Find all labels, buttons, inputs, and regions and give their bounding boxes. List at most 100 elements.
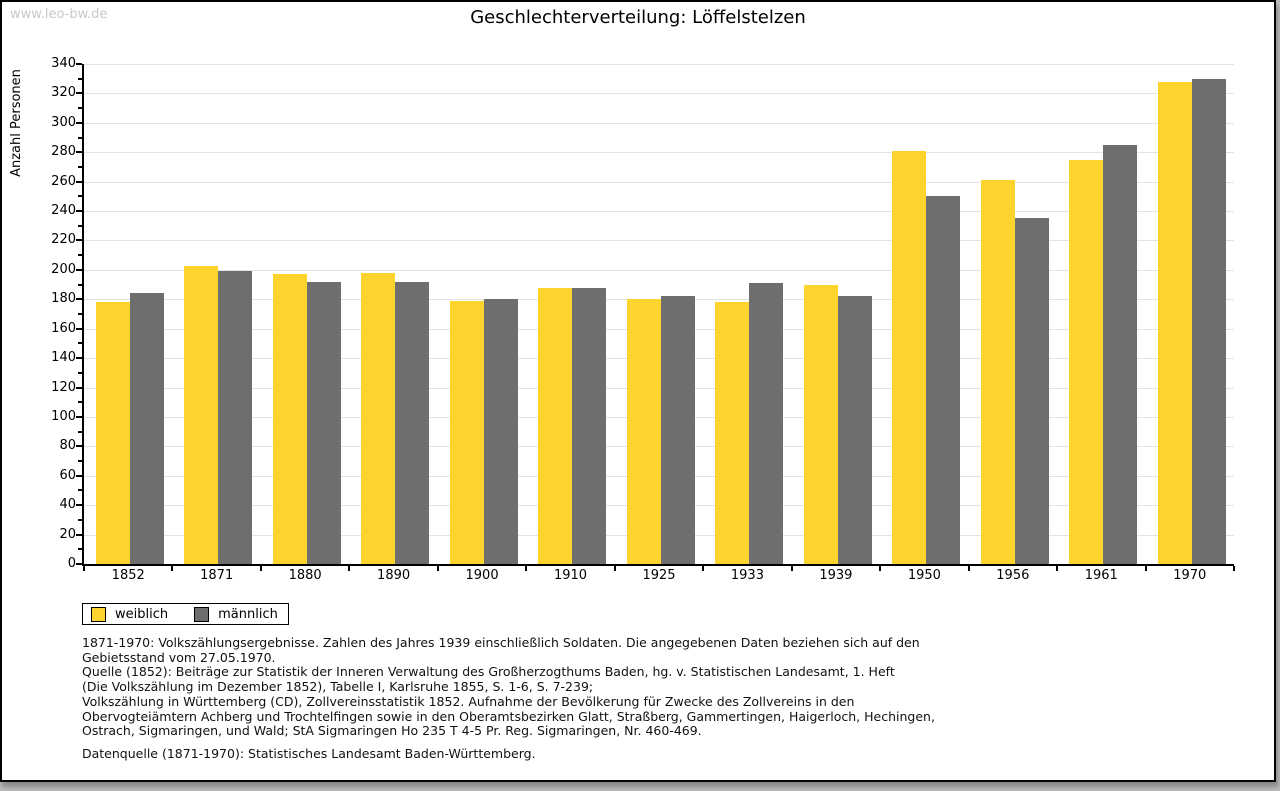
- y-tick-label: 320: [51, 85, 76, 101]
- y-tick-minor: [78, 548, 82, 551]
- y-tick-major: [76, 210, 82, 213]
- bar-männlich-1925: [660, 296, 695, 564]
- bar-weiblich-1956: [980, 180, 1015, 564]
- x-tick-label-1871: 1871: [200, 568, 234, 583]
- bar-weiblich-1871: [184, 265, 219, 564]
- x-tick: [1144, 566, 1147, 571]
- y-tick-major: [76, 121, 82, 124]
- y-tick-major: [76, 386, 82, 389]
- y-tick-label: 140: [51, 350, 76, 366]
- x-tick: [1056, 566, 1059, 571]
- y-tick-minor: [78, 342, 82, 345]
- gridline: [84, 64, 1234, 65]
- bar-männlich-1970: [1191, 78, 1226, 564]
- bar-männlich-1910: [572, 287, 607, 564]
- bar-männlich-1900: [483, 299, 518, 564]
- x-tick-label-1961: 1961: [1084, 568, 1118, 583]
- footnote-line: (Die Volkszählung im Dezember 1852), Tab…: [82, 679, 594, 695]
- x-tick: [83, 566, 85, 571]
- y-tick-major: [76, 268, 82, 271]
- bar-weiblich-1890: [361, 272, 396, 564]
- x-tick: [702, 566, 705, 571]
- y-tick-label: 240: [51, 203, 76, 219]
- gridline: [84, 122, 1234, 124]
- x-tick-label-1925: 1925: [642, 568, 676, 583]
- y-tick-label: 260: [51, 173, 76, 189]
- x-tick: [348, 566, 351, 571]
- y-tick-minor: [78, 430, 82, 433]
- footnote-line: Ostrach, Sigmaringen, und Wald; StA Sigm…: [82, 723, 702, 739]
- bar-männlich-1956: [1014, 218, 1049, 564]
- y-tick-label: 340: [51, 56, 76, 71]
- datasource-text: Datenquelle (1871-1970): Statistisches L…: [82, 746, 536, 761]
- y-tick-major: [76, 63, 82, 65]
- bar-weiblich-1852: [96, 302, 130, 564]
- y-tick-minor: [78, 518, 82, 521]
- y-tick-label: 0: [67, 556, 76, 571]
- gridline: [84, 181, 1234, 183]
- y-tick-label: 60: [59, 467, 76, 483]
- legend-swatch-weiblich: [91, 606, 106, 622]
- y-tick-minor: [78, 195, 82, 198]
- y-tick-label: 80: [59, 438, 76, 454]
- y-tick-label: 180: [51, 291, 76, 307]
- y-tick-label: 300: [51, 114, 76, 130]
- x-tick-label-1956: 1956: [996, 568, 1030, 583]
- y-tick-major: [76, 415, 82, 418]
- y-tick-minor: [78, 313, 82, 315]
- y-tick-major: [76, 504, 82, 507]
- x-tick-label-1880: 1880: [288, 568, 322, 583]
- y-tick-major: [76, 563, 82, 565]
- y-tick-minor: [78, 224, 82, 227]
- y-tick-minor: [78, 283, 82, 286]
- y-tick-label: 220: [51, 232, 76, 248]
- bar-männlich-1871: [218, 271, 253, 564]
- y-tick-minor: [78, 371, 82, 374]
- x-tick-label-1939: 1939: [819, 568, 853, 583]
- x-tick-label-1933: 1933: [730, 568, 764, 583]
- x-tick: [436, 566, 439, 571]
- gridline: [84, 211, 1234, 213]
- bar-weiblich-1925: [626, 299, 661, 564]
- bar-weiblich-1950: [892, 150, 927, 564]
- y-tick-minor: [78, 489, 82, 492]
- x-tick: [790, 566, 793, 571]
- y-tick-minor: [78, 165, 82, 168]
- bar-männlich-1961: [1103, 144, 1138, 564]
- bar-männlich-1950: [926, 196, 961, 564]
- footnote-line: 1871-1970: Volkszählungsergebnisse. Zahl…: [82, 635, 920, 650]
- legend: weiblich männlich: [82, 603, 289, 625]
- y-axis-title: Anzahl Personen: [9, 69, 24, 177]
- footnote-line: Quelle (1852): Beiträge zur Statistik de…: [82, 664, 895, 680]
- y-tick-minor: [78, 107, 82, 110]
- y-tick-major: [76, 357, 82, 360]
- footnote-line: Obervogteiämtern Achberg und Trochtelfin…: [82, 708, 935, 724]
- x-tick: [879, 566, 882, 571]
- y-tick-major: [76, 445, 82, 448]
- x-tick-label-1950: 1950: [907, 568, 941, 583]
- gridline: [84, 240, 1234, 242]
- bar-männlich-1890: [395, 281, 430, 564]
- y-tick-minor: [78, 136, 82, 139]
- y-tick-minor: [78, 460, 82, 463]
- footnote-line: Gebietsstand vom 27.05.1970.: [82, 649, 276, 665]
- bar-weiblich-1939: [803, 284, 838, 564]
- x-tick: [1233, 566, 1235, 571]
- y-tick-label: 200: [51, 261, 76, 277]
- plot-area: [76, 63, 1235, 571]
- y-tick-major: [76, 92, 82, 95]
- gridline: [84, 269, 1234, 271]
- y-tick-major: [76, 298, 82, 301]
- x-tick: [967, 566, 970, 571]
- y-tick-minor: [78, 77, 82, 80]
- y-tick-major: [76, 533, 82, 536]
- legend-label-maennlich: männlich: [218, 606, 278, 622]
- bar-männlich-1939: [837, 296, 872, 564]
- x-tick: [525, 566, 528, 571]
- y-tick-label: 100: [51, 408, 76, 424]
- watermark: www.leo-bw.de: [10, 7, 108, 22]
- x-tick-label-1900: 1900: [465, 568, 499, 583]
- bar-männlich-1880: [306, 281, 341, 564]
- bar-männlich-1933: [749, 283, 784, 564]
- y-tick-major: [76, 474, 82, 477]
